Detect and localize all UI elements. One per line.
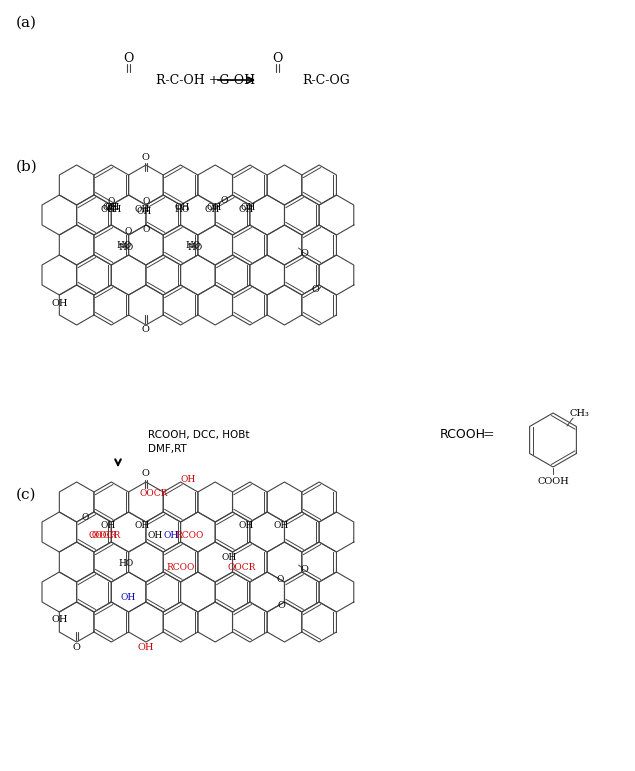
Text: .OOCR: .OOCR xyxy=(89,530,120,540)
Text: OH: OH xyxy=(241,204,256,213)
Text: O: O xyxy=(142,325,150,335)
Text: O: O xyxy=(277,601,285,611)
Text: OH: OH xyxy=(181,476,196,484)
Text: RCOOH: RCOOH xyxy=(440,429,486,442)
Text: OH: OH xyxy=(51,298,67,308)
Text: HO: HO xyxy=(116,241,131,250)
Text: O: O xyxy=(220,196,228,205)
Text: O: O xyxy=(276,574,284,584)
Text: (c): (c) xyxy=(16,488,36,502)
Text: OH: OH xyxy=(222,554,237,563)
Text: OH: OH xyxy=(121,594,137,602)
Text: OH: OH xyxy=(137,207,152,216)
Text: OH: OH xyxy=(135,521,150,530)
Text: O: O xyxy=(300,565,309,574)
Text: OH: OH xyxy=(239,204,254,214)
Text: OH: OH xyxy=(135,204,150,214)
Text: OH: OH xyxy=(100,204,116,214)
Text: =: = xyxy=(482,428,493,442)
Text: OH: OH xyxy=(164,530,179,540)
Text: OOCR: OOCR xyxy=(140,490,168,499)
Text: O: O xyxy=(123,52,133,65)
Text: O: O xyxy=(272,52,282,65)
Text: OH: OH xyxy=(239,521,254,530)
Text: OH: OH xyxy=(206,204,222,213)
Text: HO: HO xyxy=(187,243,203,251)
Text: O: O xyxy=(142,470,150,479)
Text: O: O xyxy=(142,224,150,234)
Text: HO: HO xyxy=(118,243,133,251)
Text: HO: HO xyxy=(174,204,189,214)
Text: HO: HO xyxy=(185,241,201,250)
Text: OH: OH xyxy=(102,204,117,213)
Text: OH: OH xyxy=(138,642,154,651)
Text: CH₃: CH₃ xyxy=(569,409,589,419)
Text: O: O xyxy=(72,642,81,651)
Text: OH: OH xyxy=(107,204,122,214)
Text: O: O xyxy=(107,197,115,206)
Text: RCOO: RCOO xyxy=(166,563,195,571)
Text: OH: OH xyxy=(100,521,116,530)
Text: O: O xyxy=(142,197,150,206)
Text: OH: OH xyxy=(51,615,67,625)
Text: O: O xyxy=(82,513,90,522)
Text: OOCR: OOCR xyxy=(88,531,117,540)
Text: RCOO: RCOO xyxy=(175,530,203,540)
Text: (b): (b) xyxy=(16,160,37,174)
Text: DMF,RT: DMF,RT xyxy=(148,444,187,454)
Text: HO: HO xyxy=(118,560,133,568)
Text: R-C-OG: R-C-OG xyxy=(302,73,350,86)
Text: OH: OH xyxy=(174,204,189,213)
Text: (a): (a) xyxy=(16,16,37,30)
Text: OH: OH xyxy=(274,521,289,530)
Text: R-C-OH +G-OH: R-C-OH +G-OH xyxy=(156,73,255,86)
Text: OH: OH xyxy=(147,530,163,540)
Text: OH: OH xyxy=(105,204,120,213)
Text: RCOOH, DCC, HOBt: RCOOH, DCC, HOBt xyxy=(148,430,250,440)
Text: COOH: COOH xyxy=(537,477,569,487)
Text: O: O xyxy=(312,284,320,294)
Text: O: O xyxy=(142,153,150,161)
Text: O: O xyxy=(300,248,309,258)
Text: OH: OH xyxy=(204,204,220,214)
Text: O: O xyxy=(125,227,132,235)
Text: OOCR: OOCR xyxy=(227,563,255,571)
